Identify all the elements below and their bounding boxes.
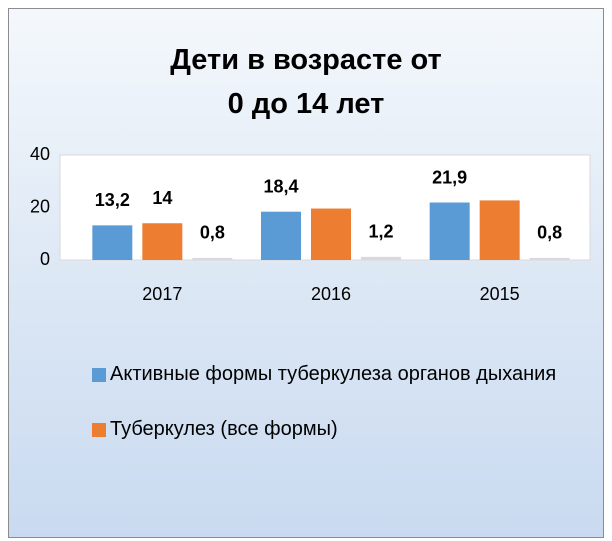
legend-item: Туберкулез (все формы)	[92, 413, 572, 446]
data-label: 1,2	[368, 222, 393, 242]
bar	[92, 225, 133, 260]
data-label: 21,9	[432, 167, 467, 187]
data-label: 0,8	[200, 223, 225, 243]
chart-background	[8, 8, 604, 538]
chart-title: Дети в возрасте от 0 до 14 лет	[170, 44, 442, 120]
y-tick-label: 40	[30, 144, 50, 164]
legend-swatch	[92, 368, 106, 382]
y-tick-label: 20	[30, 196, 50, 216]
x-tick-label: 2016	[311, 284, 351, 304]
legend-swatch	[92, 423, 106, 437]
data-label: 14	[152, 188, 172, 208]
legend-label: Туберкулез (все формы)	[110, 418, 338, 440]
bar	[529, 257, 570, 260]
data-label: 18,4	[263, 176, 298, 196]
legend-label: Активные формы туберкулеза органов дыхан…	[110, 363, 557, 385]
data-label: 13,2	[95, 190, 130, 210]
bar	[142, 223, 183, 260]
bar	[429, 202, 470, 260]
data-label: 0,8	[537, 223, 562, 243]
bar	[479, 200, 520, 260]
bar	[361, 256, 401, 260]
x-tick-label: 2015	[480, 284, 520, 304]
bar	[311, 208, 351, 260]
y-tick-label: 0	[40, 249, 50, 269]
legend: Активные формы туберкулеза органов дыхан…	[92, 358, 572, 468]
bar	[192, 257, 233, 260]
legend-item: Активные формы туберкулеза органов дыхан…	[92, 358, 572, 391]
x-tick-label: 2017	[142, 284, 182, 304]
bar	[261, 211, 301, 260]
